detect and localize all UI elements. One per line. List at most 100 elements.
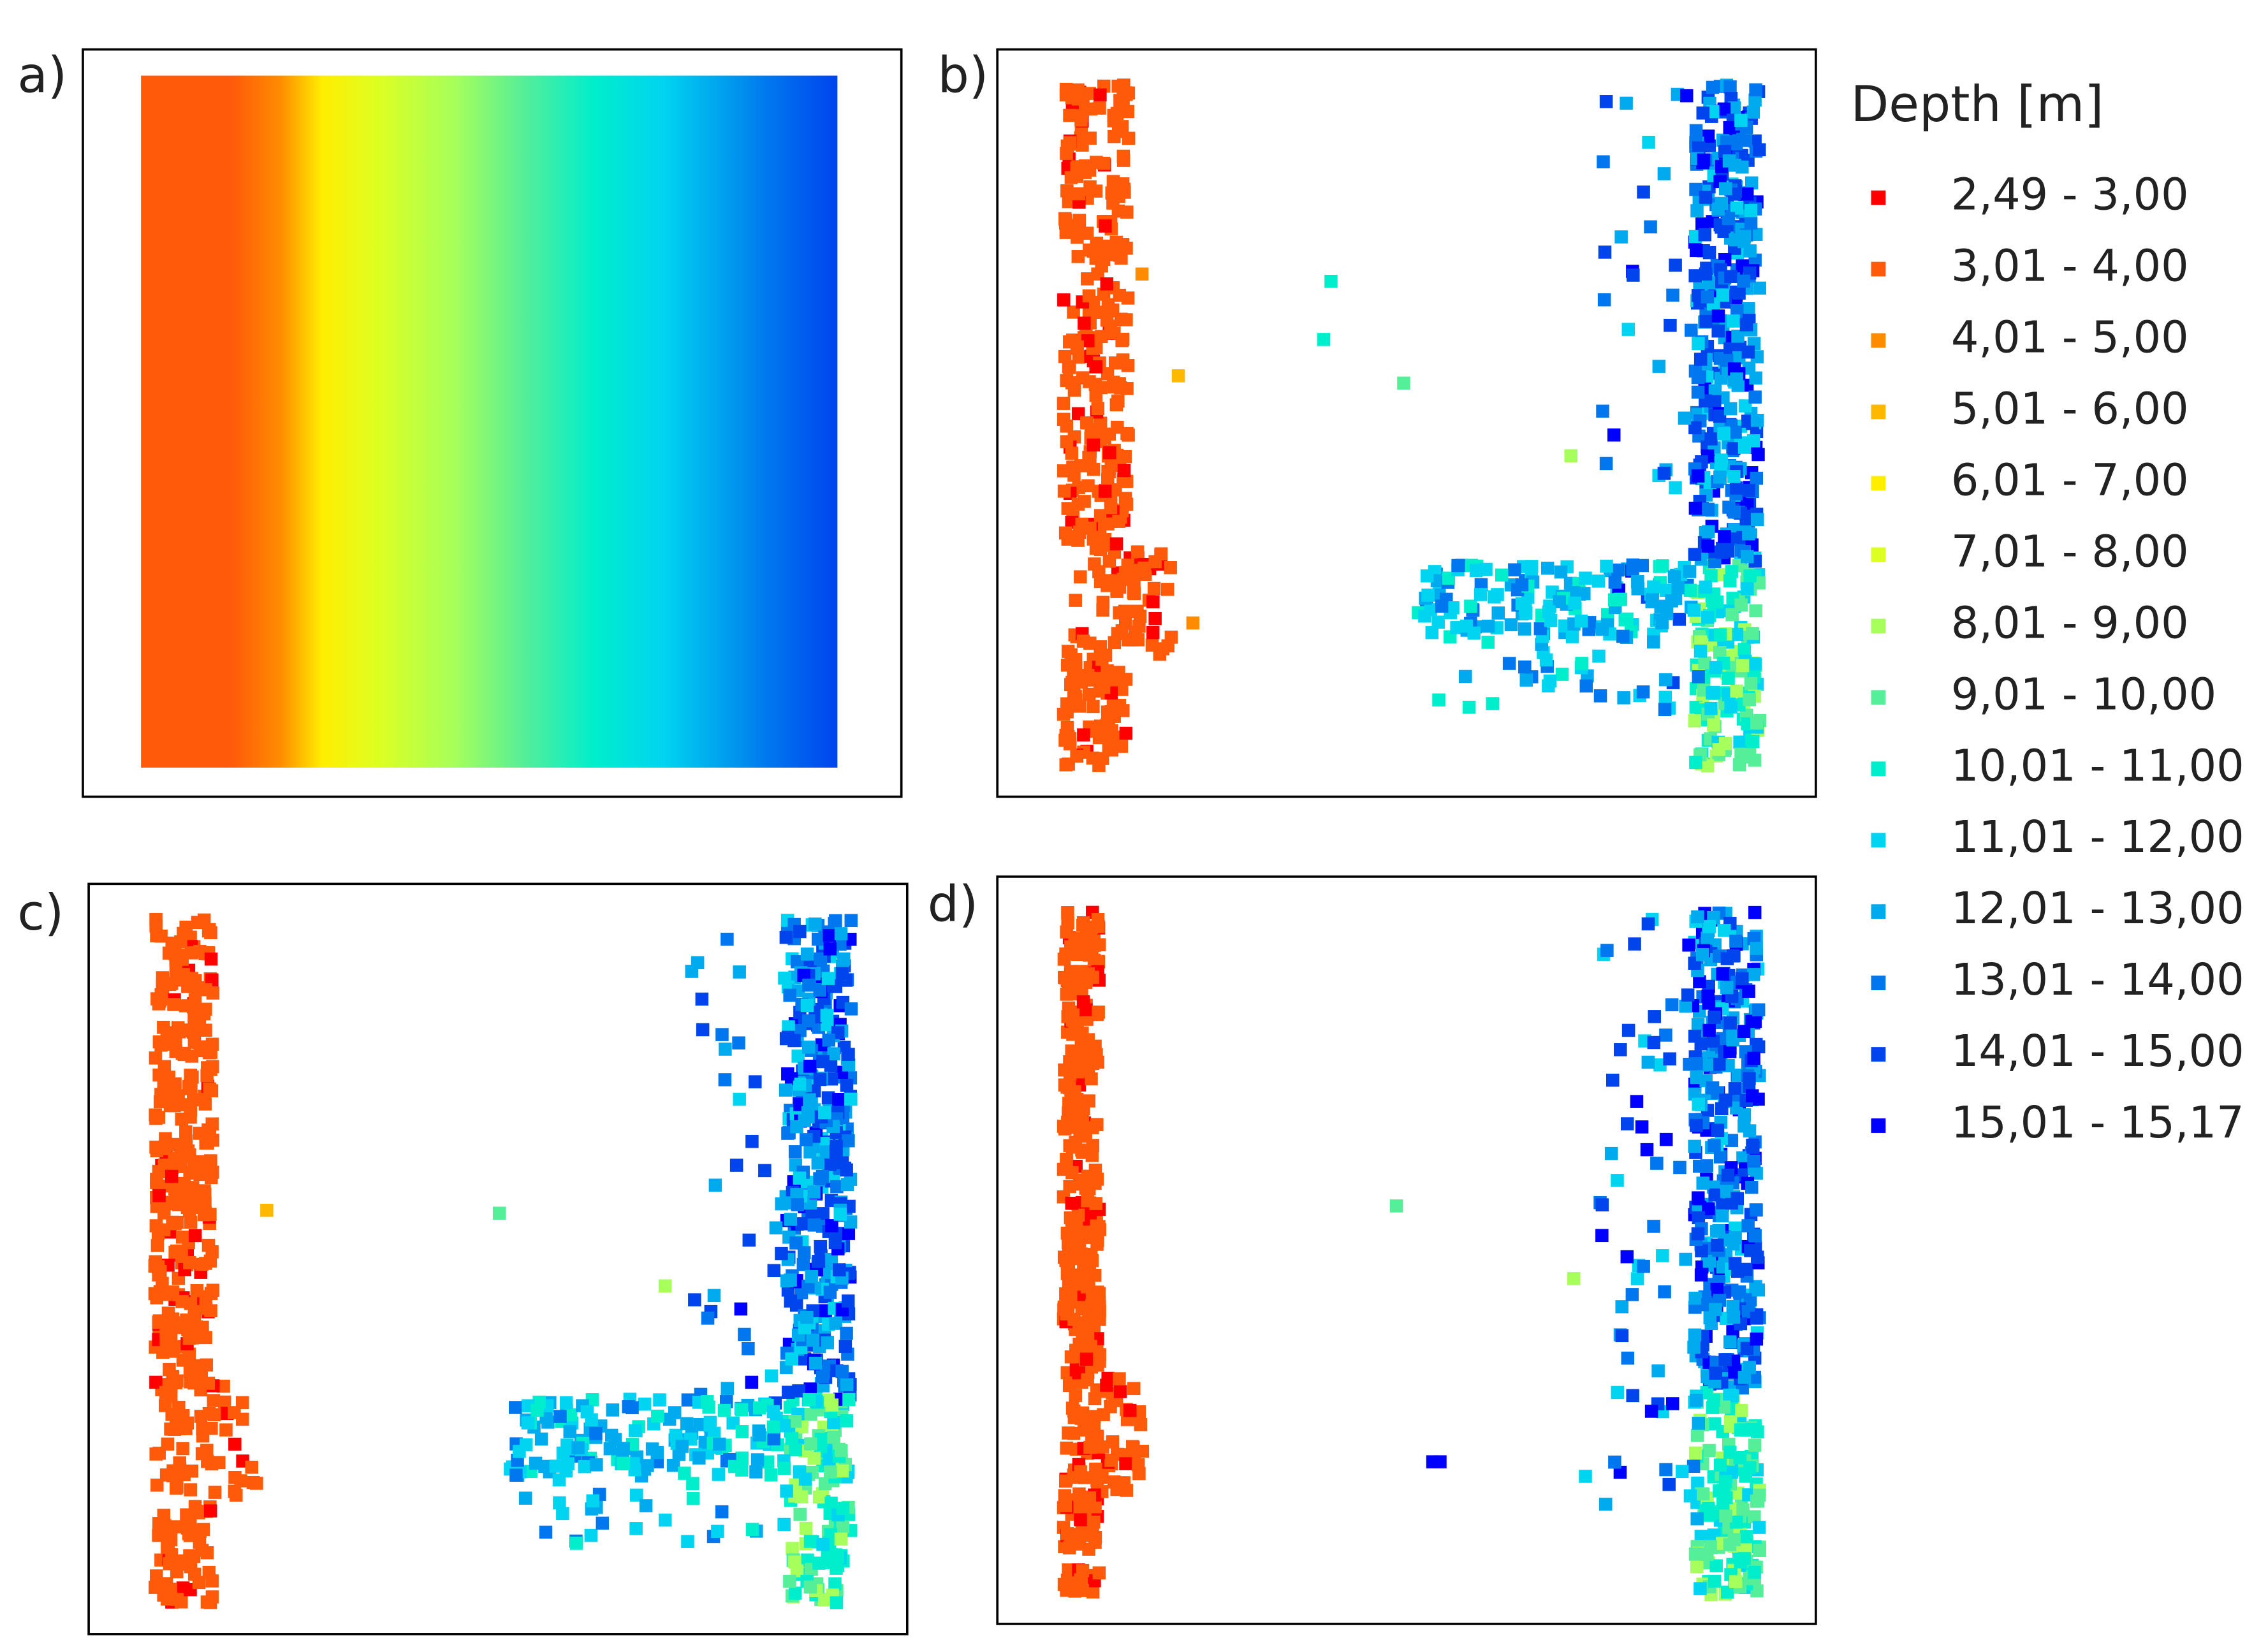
sounding-point [800, 998, 814, 1013]
sounding-point [1745, 1089, 1759, 1102]
sounding-point [795, 1217, 808, 1231]
sounding-point [149, 912, 163, 926]
sounding-point [777, 1517, 791, 1532]
sounding-point [1100, 718, 1114, 732]
sounding-point [1726, 1300, 1740, 1313]
sounding-point [175, 1046, 189, 1060]
sounding-point [814, 1433, 828, 1446]
sounding-point [803, 1060, 817, 1073]
sounding-point [844, 914, 858, 928]
sounding-point [1630, 1095, 1644, 1108]
sounding-point [732, 1036, 745, 1049]
sounding-point [166, 1215, 179, 1229]
sounding-point [808, 1356, 823, 1370]
sounding-point [1431, 615, 1445, 629]
sounding-point [1751, 1250, 1764, 1264]
sounding-point [824, 1252, 838, 1266]
sounding-point [779, 930, 793, 944]
sounding-point [606, 1403, 620, 1417]
legend-label: 10,01 - 11,00 [1951, 741, 2244, 791]
sounding-point [1739, 134, 1753, 147]
sounding-point [230, 1488, 243, 1502]
sounding-point [170, 1481, 183, 1495]
legend-marker [1871, 476, 1886, 491]
sounding-point [1691, 910, 1704, 924]
sounding-point [735, 1424, 749, 1438]
sounding-point [1073, 1116, 1086, 1130]
sounding-point [836, 1520, 850, 1534]
sounding-point [1611, 1385, 1625, 1400]
sounding-point [1062, 1378, 1076, 1393]
sounding-point [1727, 314, 1740, 328]
sounding-point [800, 1311, 814, 1324]
sounding-point [775, 1197, 788, 1211]
sounding-point [1693, 1159, 1706, 1173]
sounding-point [752, 1401, 766, 1415]
sounding-point [1092, 919, 1105, 933]
sounding-point [1062, 1256, 1076, 1269]
sounding-point [200, 1444, 214, 1458]
sounding-point [203, 1082, 217, 1096]
sounding-point [788, 1145, 802, 1159]
legend-title: Depth [m] [1851, 76, 2104, 133]
sounding-point [782, 1385, 795, 1399]
sounding-point [1746, 1138, 1759, 1152]
sounding-point [1083, 163, 1097, 177]
sounding-point [185, 1201, 199, 1215]
sounding-point [686, 1491, 700, 1505]
sounding-point [175, 1098, 189, 1111]
sounding-point [1701, 290, 1715, 303]
sounding-point [185, 946, 198, 960]
sounding-point [1708, 1011, 1721, 1024]
panel-label: a) [17, 47, 67, 105]
legend-label: 2,49 - 3,00 [1951, 170, 2189, 221]
sounding-point [1731, 329, 1745, 343]
sounding-point [228, 1406, 241, 1419]
sounding-point [1687, 603, 1701, 617]
sounding-point [1743, 1072, 1756, 1085]
sounding-point [205, 1245, 219, 1259]
sounding-point [1745, 1180, 1759, 1194]
legend-label: 9,01 - 10,00 [1951, 669, 2216, 720]
sounding-point [1739, 1470, 1752, 1483]
sounding-point [157, 1159, 172, 1172]
sounding-point [179, 920, 193, 934]
sounding-point [1711, 202, 1725, 216]
sounding-point [1089, 251, 1103, 265]
sounding-point [204, 952, 218, 966]
sounding-point [1081, 334, 1095, 347]
sounding-point [1749, 604, 1762, 618]
sounding-point [1086, 1043, 1100, 1056]
sounding-point [187, 1567, 201, 1581]
sounding-point [1112, 666, 1125, 679]
sounding-point [1389, 1199, 1403, 1213]
sounding-point [1504, 618, 1518, 632]
sounding-point [217, 1379, 230, 1393]
legend-marker [1871, 1047, 1886, 1062]
sounding-point [1122, 428, 1135, 442]
sounding-point [1710, 1238, 1724, 1252]
sounding-point [628, 1424, 642, 1438]
sounding-point [1077, 916, 1090, 930]
sounding-point [786, 1542, 799, 1555]
sounding-point [803, 1382, 817, 1396]
sounding-point [1691, 1018, 1705, 1032]
sounding-point [1723, 402, 1738, 416]
sounding-point [1743, 569, 1757, 583]
sounding-point [1659, 1028, 1672, 1042]
sounding-point [767, 1432, 780, 1445]
sounding-point [831, 1550, 844, 1563]
sounding-point [1069, 689, 1082, 703]
sounding-point [596, 1516, 610, 1530]
sounding-point [1752, 143, 1766, 157]
sounding-point [1082, 1094, 1096, 1108]
sounding-point [1651, 1364, 1665, 1378]
sounding-point [175, 1295, 189, 1308]
sounding-point [1615, 1300, 1628, 1313]
sounding-point [1752, 1521, 1766, 1534]
sounding-point [1120, 205, 1134, 219]
sounding-point [152, 1188, 166, 1203]
sounding-point [1135, 267, 1149, 281]
sounding-point [1060, 1153, 1073, 1167]
sounding-point [1730, 1192, 1744, 1206]
